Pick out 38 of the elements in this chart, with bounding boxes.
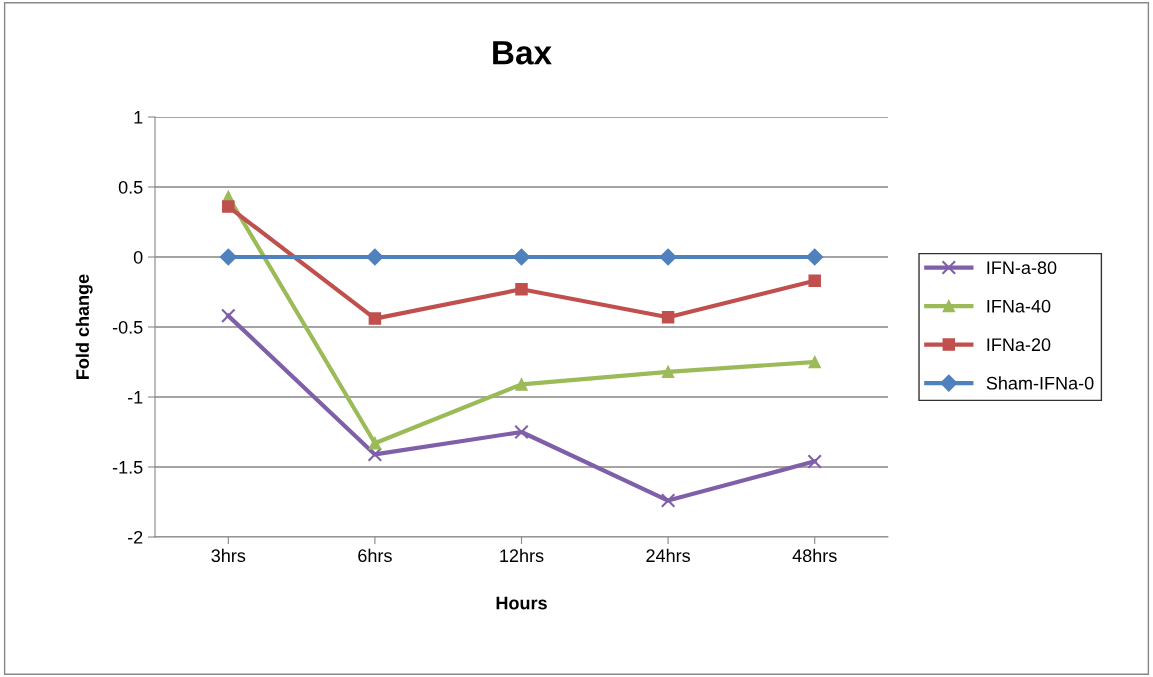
x-tick-label: 3hrs <box>211 548 246 563</box>
legend-label: IFNa-40 <box>987 299 1051 313</box>
point <box>219 248 237 266</box>
point <box>514 424 529 440</box>
legend-label: IFN-a-80 <box>987 261 1057 275</box>
point <box>661 365 675 379</box>
point <box>222 200 235 213</box>
y-tick-label: -1.5 <box>112 461 143 474</box>
point <box>368 312 382 325</box>
x-tick-label: 24hrs <box>646 548 691 563</box>
y-tick-label: 0.5 <box>118 180 143 194</box>
y-tick-label: 1 <box>134 111 143 124</box>
point <box>367 447 383 462</box>
point <box>512 248 531 266</box>
legend-label: IFNa-20 <box>987 338 1051 352</box>
y-axis-title: Fold change <box>75 274 93 379</box>
chart-title: Bax <box>493 41 552 65</box>
y-tick-label: -1 <box>127 391 143 404</box>
point <box>808 355 821 369</box>
legend-label: Sham-IFNa-0 <box>986 376 1094 390</box>
y-tick-label: -0.5 <box>112 320 143 334</box>
point <box>515 378 528 391</box>
x-tick-label: 6hrs <box>358 548 392 563</box>
x-tick-label: 48hrs <box>792 548 837 563</box>
point <box>808 274 821 288</box>
point <box>806 248 824 266</box>
x-axis-title: Hours <box>496 596 547 610</box>
y-tick-label: 0 <box>133 250 143 264</box>
point <box>659 248 677 266</box>
x-tick-label: 12hrs <box>500 548 544 563</box>
point <box>221 308 236 324</box>
point <box>661 310 675 324</box>
point <box>660 493 676 508</box>
point <box>807 454 822 469</box>
y-tick-label: -2 <box>127 530 143 544</box>
point <box>515 282 528 296</box>
point <box>368 436 382 450</box>
point <box>366 248 384 266</box>
